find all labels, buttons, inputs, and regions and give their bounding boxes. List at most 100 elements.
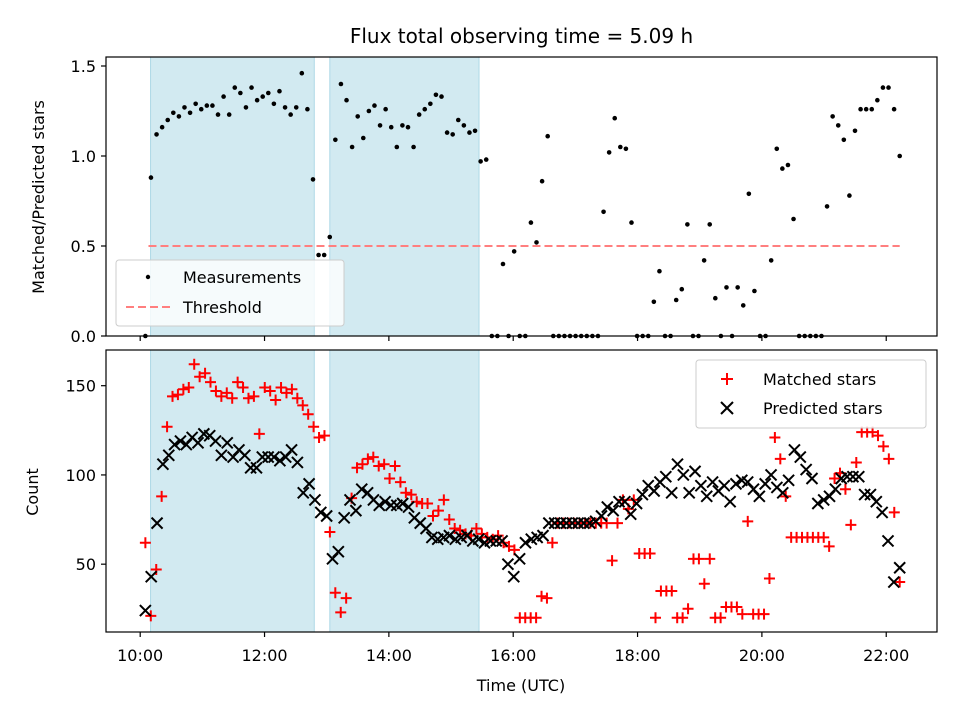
top-panel-shaded-intervals — [150, 56, 480, 337]
top-y-tick-label-2: 1.0 — [71, 147, 96, 166]
predicted-star-point — [302, 477, 316, 491]
matched-star-point — [422, 497, 434, 509]
predicted-star-point — [723, 495, 737, 508]
predicted-star-point — [267, 450, 281, 464]
bottom-panel-y-axis: 50 100 150 — [65, 377, 106, 574]
bottom-panel-legend: Matched stars Predicted stars — [695, 359, 927, 429]
measurement-point — [841, 137, 847, 143]
predicted-star-point — [729, 477, 743, 491]
matched-star-point — [199, 367, 211, 379]
matched-star-point — [432, 505, 444, 517]
predicted-star-point — [314, 506, 328, 519]
measurement-point — [388, 124, 394, 130]
predicted-star-point — [256, 450, 269, 464]
measurement-point — [444, 130, 450, 135]
measurement-point — [545, 133, 550, 139]
legend-measurements-label: Measurements — [183, 268, 301, 287]
matched-star-point — [742, 515, 754, 527]
measurement-point — [740, 303, 746, 308]
measurement-point — [204, 103, 210, 108]
predicted-star-point — [647, 484, 661, 498]
matched-star-point — [329, 587, 341, 599]
measurement-point — [858, 106, 863, 112]
top-panel: 0.0 0.5 1.0 1.5 Flux total observing time =… — [29, 24, 938, 346]
matched-star-point — [237, 381, 249, 393]
measurement-point — [847, 193, 852, 198]
measurement-point — [623, 146, 629, 152]
measurement-point — [657, 268, 662, 274]
matched-star-point — [172, 389, 184, 401]
measurement-point — [355, 114, 361, 119]
predicted-star-point — [320, 509, 333, 523]
predicted-star-point — [571, 516, 585, 530]
matched-star-point — [682, 603, 694, 615]
measurement-point — [886, 85, 891, 90]
matched-star-point — [677, 612, 689, 624]
bottom-shade-1 — [329, 349, 480, 633]
measurement-point — [165, 117, 171, 123]
measurement-point — [875, 97, 880, 103]
measurement-point — [824, 204, 830, 209]
measurement-point — [321, 252, 327, 258]
measurement-point — [835, 123, 841, 128]
measurement-point — [852, 128, 858, 134]
measurement-point — [316, 252, 321, 258]
measurement-point — [416, 112, 422, 117]
bottom-panel-xlabel: Time (UTC) — [476, 676, 565, 695]
bottom-y-tick-label-0: 50 — [76, 555, 96, 574]
predicted-star-point — [443, 529, 456, 542]
top-panel-legend: Measurements Threshold — [115, 259, 345, 327]
matched-star-point — [715, 612, 727, 624]
matched-star-point — [888, 506, 900, 518]
matched-star-point — [850, 456, 862, 468]
measurement-point — [472, 128, 478, 134]
measurement-point — [746, 191, 752, 197]
measurement-point — [500, 261, 506, 267]
measurement-point — [752, 288, 757, 294]
matched-star-point — [438, 494, 450, 506]
predicted-star-point — [682, 486, 696, 499]
predicted-star-point — [221, 436, 234, 450]
measurement-point — [735, 285, 740, 290]
measurement-point — [282, 105, 288, 110]
matched-star-point — [894, 576, 906, 588]
matched-star-point — [736, 608, 748, 620]
matched-star-point — [823, 540, 835, 552]
bottom-panel-frame — [105, 349, 938, 633]
predicted-star-point — [472, 532, 485, 546]
predicted-star-point — [560, 516, 573, 530]
predicted-star-point — [332, 545, 345, 558]
matched-star-point — [384, 473, 396, 485]
predicted-star-point — [145, 570, 158, 583]
matched-star-point — [378, 458, 390, 470]
measurement-point — [293, 105, 299, 110]
predicted-star-point — [490, 534, 503, 548]
predicted-star-point — [396, 497, 409, 510]
predicted-star-point — [355, 483, 368, 496]
measurement-point — [344, 97, 349, 103]
predicted-star-point — [893, 561, 906, 574]
predicted-star-point — [297, 486, 310, 499]
predicted-star-point — [858, 488, 871, 501]
measurement-point — [679, 286, 685, 292]
matched-star-point — [362, 453, 374, 465]
predicted-star-point — [156, 458, 170, 471]
legend-measurements-marker — [145, 274, 151, 280]
measurement-point — [534, 240, 539, 245]
matched-star-point — [763, 572, 775, 584]
predicted-star-point — [536, 529, 550, 542]
matched-star-point — [536, 590, 548, 602]
measurement-point — [539, 178, 545, 184]
predicted-star-point — [630, 497, 643, 510]
predicted-star-point — [273, 454, 287, 467]
predicted-star-point — [542, 516, 556, 530]
predicted-star-point — [501, 557, 515, 571]
matched-star-point — [872, 430, 884, 442]
predicted-star-point — [659, 470, 673, 483]
top-panel-x-axis — [139, 336, 887, 341]
measurement-point — [271, 101, 277, 107]
matched-star-point — [335, 606, 347, 618]
measurement-point — [830, 114, 835, 119]
predicted-star-point — [343, 493, 357, 507]
predicted-star-point — [554, 516, 567, 530]
